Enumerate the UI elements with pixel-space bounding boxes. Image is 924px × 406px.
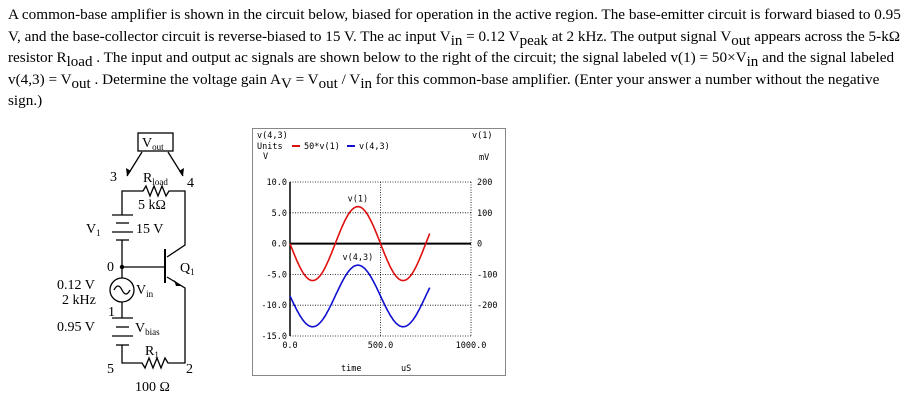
y-tick-label: 0.0 — [272, 240, 287, 250]
vin-amplitude: 0.12 V — [57, 278, 95, 293]
vout-label: Vout — [142, 136, 164, 152]
node-3: 3 — [110, 170, 117, 185]
right-tick-label: 0 — [477, 240, 482, 250]
right-tick-label: 200 — [477, 178, 492, 188]
x-unit: uS — [401, 364, 411, 374]
node-2: 2 — [186, 362, 193, 377]
series-2-label: v(4,3) — [343, 253, 374, 263]
y-tick-label: -15.0 — [261, 332, 287, 342]
problem-text: at 2 kHz. The output signal V — [547, 27, 732, 45]
rload-resistor — [121, 184, 186, 258]
vbias-label: Vbias — [135, 321, 160, 337]
x-label: time — [341, 364, 361, 374]
node-5: 5 — [107, 362, 114, 377]
problem-text: = 0.12 V — [462, 27, 520, 45]
x-tick-label: 1000.0 — [456, 341, 487, 351]
subscript-text: peak — [519, 32, 548, 49]
problem-text: / V — [337, 70, 361, 88]
left-unit: V — [263, 152, 268, 162]
legend-series-1: 50*v(1) — [304, 142, 340, 152]
y-tick-label: -5.0 — [267, 270, 287, 280]
subscript-text: in — [450, 32, 463, 49]
subscript-text: V — [280, 75, 292, 92]
right-unit: mV — [479, 153, 489, 163]
rload-value: 5 kΩ — [138, 198, 166, 213]
problem-text: and the signal labeled v(4,3) = V — [8, 49, 895, 88]
scope-plot: v(4,3) Units 50*v(1) v(4,3) V v(1) mV ti… — [252, 128, 506, 376]
vout-box — [137, 132, 174, 152]
subscript-text: out — [318, 75, 338, 92]
subscript-text: in — [746, 54, 759, 70]
problem-text: . The input and output ac signals are sh… — [92, 49, 747, 66]
v1-label: V1 — [86, 222, 101, 238]
vin-label: Vin — [136, 283, 154, 299]
node-0-dot — [119, 264, 125, 270]
series-1-label: v(1) — [348, 195, 368, 205]
plot-frame — [252, 128, 506, 376]
x-tick-label: 0.0 — [282, 341, 297, 351]
node-1: 1 — [108, 305, 115, 320]
y-tick-label: 5.0 — [272, 209, 287, 219]
q1-label: Q1 — [180, 261, 195, 277]
r1-label: R1 — [145, 344, 159, 360]
problem-text: appears across the 5-kΩ resistor R — [8, 27, 901, 67]
y-tick-label: -10.0 — [261, 301, 287, 311]
subscript-text: in — [360, 75, 372, 92]
x-tick-label: 500.0 — [368, 341, 394, 351]
vbias-value: 0.95 V — [57, 320, 95, 335]
y-tick-label: 10.0 — [267, 178, 287, 188]
subscript-text: out — [71, 75, 91, 92]
units-label: Units — [257, 142, 283, 152]
problem-text: = V — [291, 70, 319, 88]
right-tick-label: 100 — [477, 209, 492, 219]
series-1-line — [289, 205, 431, 282]
node-0: 0 — [107, 260, 114, 275]
problem-text: A common-base amplifier is shown in the … — [8, 6, 901, 45]
left-axis-title: v(4,3) — [257, 131, 288, 141]
rload-label: Rload — [143, 171, 168, 187]
subscript-text: out — [731, 32, 751, 49]
right-tick-label: -200 — [477, 301, 497, 311]
r1-resistor — [121, 276, 186, 370]
node-4: 4 — [187, 176, 194, 191]
right-axis-title: v(1) — [472, 131, 492, 141]
problem-statement: A common-base amplifier is shown in the … — [8, 4, 913, 112]
problem-text: . Determine the voltage gain A — [90, 70, 281, 88]
circuit-diagram: Vout Rload 5 kΩ 3 4 V1 15 V 0 Q1 0.12 V … — [57, 132, 195, 395]
r1-value: 100 Ω — [135, 380, 170, 395]
right-tick-label: -100 — [477, 270, 497, 280]
vin-frequency: 2 kHz — [62, 293, 96, 308]
subscript-text: load — [66, 54, 93, 70]
v1-value: 15 V — [136, 222, 163, 237]
legend-series-2: v(4,3) — [359, 142, 390, 152]
series-2-line — [289, 264, 431, 328]
problem-text: for this common-base amplifier. (Enter y… — [8, 70, 880, 110]
